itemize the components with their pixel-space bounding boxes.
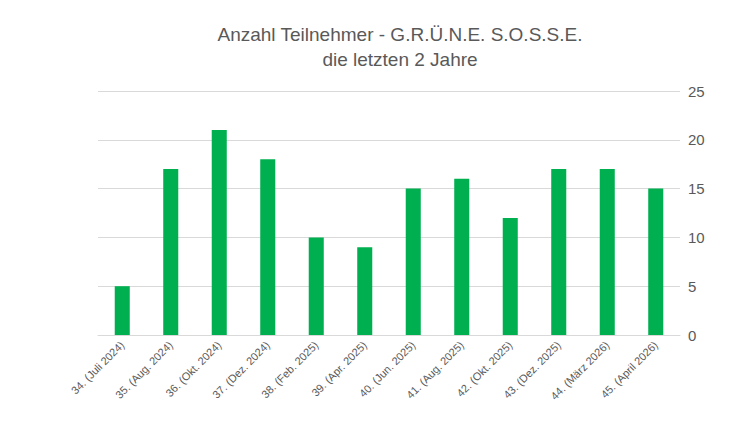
svg-text:15: 15: [688, 180, 705, 197]
svg-text:20: 20: [688, 131, 705, 148]
svg-text:10: 10: [688, 229, 705, 246]
svg-text:39. (Apr. 2025): 39. (Apr. 2025): [309, 338, 369, 399]
svg-text:40. (Jun. 2025): 40. (Jun. 2025): [356, 338, 418, 400]
svg-text:25: 25: [688, 83, 705, 100]
svg-text:34. (Juli 2024): 34. (Juli 2024): [68, 338, 127, 397]
svg-text:44. (März 2026): 44. (März 2026): [548, 338, 612, 403]
svg-text:37. (Dez. 2024): 37. (Dez. 2024): [210, 338, 272, 401]
svg-text:die letzten 2 Jahre: die letzten 2 Jahre: [322, 49, 477, 70]
svg-text:43. (Dez. 2025): 43. (Dez. 2025): [501, 338, 563, 401]
svg-text:38. (Feb. 2025): 38. (Feb. 2025): [258, 338, 321, 401]
svg-text:Anzahl Teilnehmer - G.R.Ü.N.E.: Anzahl Teilnehmer - G.R.Ü.N.E. S.O.S.S.E…: [218, 24, 583, 45]
svg-text:42. (Okt. 2025): 42. (Okt. 2025): [454, 338, 515, 399]
svg-text:35. (Aug. 2024): 35. (Aug. 2024): [113, 338, 175, 401]
svg-text:0: 0: [688, 327, 696, 344]
svg-text:5: 5: [688, 278, 696, 295]
svg-text:41. (Aug. 2025): 41. (Aug. 2025): [404, 338, 466, 401]
svg-text:36. (Okt. 2024): 36. (Okt. 2024): [163, 338, 224, 399]
svg-text:45. (April 2026): 45. (April 2026): [598, 339, 660, 401]
